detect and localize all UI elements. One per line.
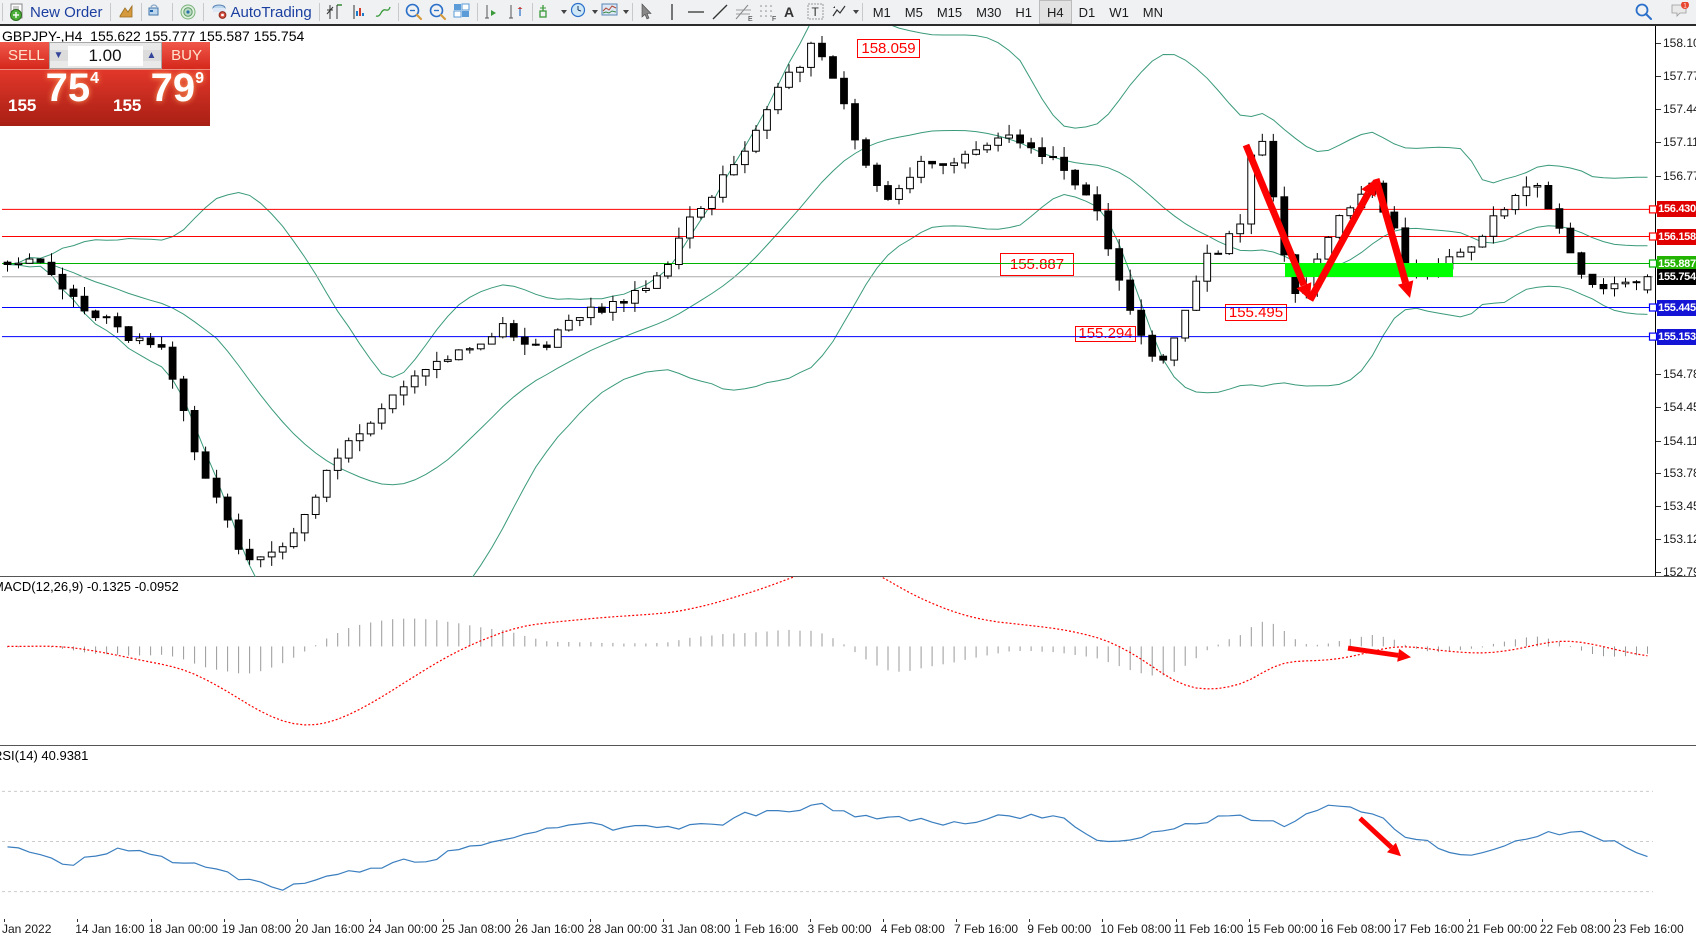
- svg-text:F: F: [772, 16, 776, 22]
- svg-text:A: A: [784, 4, 794, 20]
- svg-text:T: T: [811, 5, 819, 19]
- svg-text:E: E: [748, 16, 753, 22]
